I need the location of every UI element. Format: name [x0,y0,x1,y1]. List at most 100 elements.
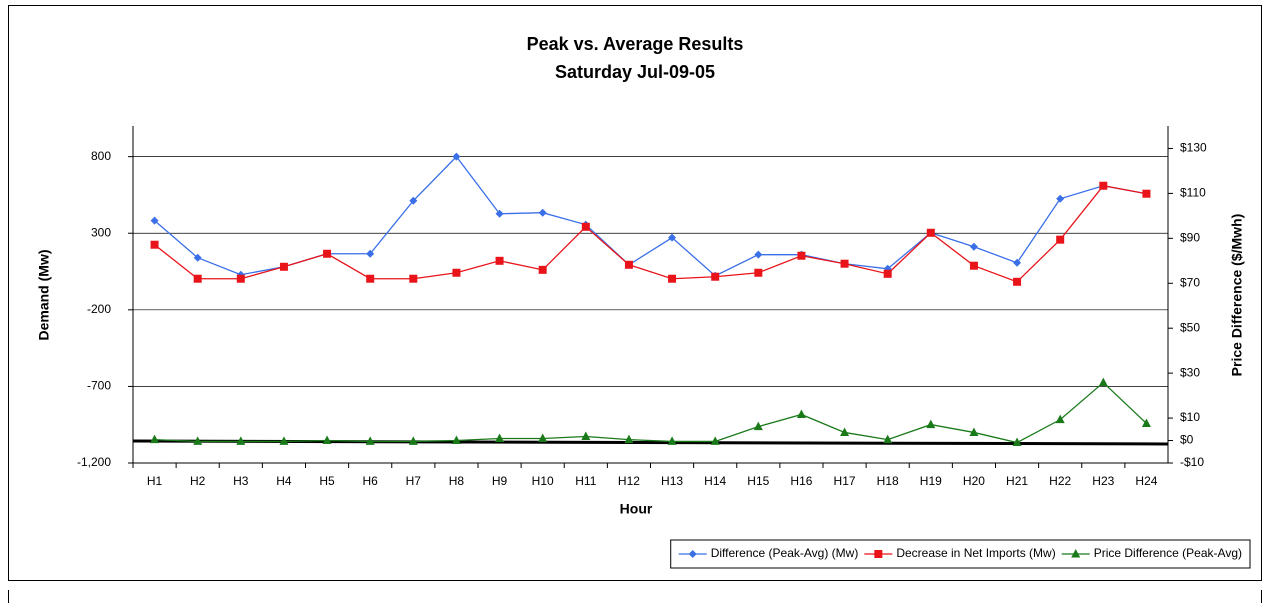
marker [581,431,591,440]
x-tick-label: H20 [963,474,985,488]
y2-tick-label: $70 [1180,275,1200,289]
marker [969,242,978,251]
x-tick-label: H19 [920,474,942,488]
marker [323,249,332,258]
marker [452,152,461,161]
marker [1056,235,1065,244]
y2-tick-label: $130 [1180,141,1207,155]
x-tick-label: H1 [147,474,163,488]
x-tick-label: H12 [618,474,640,488]
y-tick-label: -200 [87,302,111,316]
marker [1055,414,1065,424]
marker [409,274,418,283]
marker [236,436,246,445]
y2-tick-label: $110 [1180,186,1206,200]
marker [753,421,763,431]
y-tick-label: -1,200 [77,455,111,469]
x-tick-label: H18 [877,474,899,488]
marker [495,433,505,443]
marker [1098,377,1108,387]
chart-title: Peak vs. Average Results [527,34,744,54]
marker [322,435,332,445]
marker [1012,437,1022,447]
x-tick-label: H7 [406,474,422,488]
x-tick-label: H4 [276,474,292,488]
x-tick-label: H22 [1049,474,1071,488]
x-tick-label: H16 [790,474,812,488]
marker [1141,418,1151,427]
x-tick-label: H11 [575,474,596,488]
marker [624,260,633,269]
x-axis-title: Hour [620,501,653,517]
marker [150,434,160,444]
y2-tick-label: $10 [1180,410,1200,424]
line-series [154,381,1147,444]
x-tick-label: H24 [1135,474,1157,488]
y-tick-label: 800 [91,149,111,163]
marker [1013,277,1022,286]
marker [969,427,979,436]
x-tick-label: H21 [1006,474,1028,488]
line-series [154,185,1147,283]
y-tick-label: -700 [87,379,111,393]
x-tick-label: H8 [449,474,465,488]
x-tick-label: H10 [532,474,554,488]
marker [538,265,547,274]
marker [1142,189,1151,198]
marker [538,433,548,443]
legend-label: Difference (Peak-Avg) (Mw) [711,546,859,560]
marker [926,419,936,429]
marker [408,436,418,445]
legend-label: Decrease in Net Imports (Mw) [896,546,1055,560]
marker [409,196,418,205]
x-tick-label: H13 [661,474,683,488]
x-tick-label: H3 [233,474,249,488]
marker [969,261,978,270]
marker [883,269,892,278]
marker [366,249,375,258]
y2-tick-label: $50 [1180,320,1200,334]
marker [688,550,697,558]
y2-axis-title: Price Difference ($/Mwh) [1229,214,1245,377]
marker [581,222,590,231]
marker [668,274,677,283]
x-tick-label: H6 [363,474,379,488]
y2-tick-label: $90 [1180,231,1200,245]
marker [495,256,504,265]
marker [150,216,159,225]
marker [754,250,763,259]
x-tick-label: H2 [190,474,206,488]
marker [754,268,763,277]
y2-tick-label: $30 [1180,365,1200,379]
x-tick-label: H9 [492,474,508,488]
y2-tick-label: $0 [1180,433,1194,447]
legend-box [670,539,1251,569]
x-tick-label: H15 [747,474,769,488]
marker [236,274,245,283]
marker [668,233,677,242]
x-tick-label: H23 [1092,474,1114,488]
marker [624,434,634,444]
x-tick-label: H14 [704,474,726,488]
marker [840,259,849,268]
marker [495,209,504,218]
marker [710,436,720,445]
marker [451,435,461,445]
marker [796,409,806,418]
marker [840,427,850,436]
marker [1013,258,1022,267]
x-tick-label: H17 [834,474,856,488]
y-axis-title: Demand (Mw) [36,250,52,341]
marker [452,268,461,277]
marker [150,240,159,249]
chart-subtitle: Saturday Jul-09-05 [555,62,715,82]
marker [874,550,883,558]
marker [1056,194,1065,203]
legend-label: Price Difference (Peak-Avg) [1094,546,1242,560]
marker [667,436,677,445]
marker [797,251,806,260]
y-tick-label: 300 [91,225,111,239]
marker [926,228,935,237]
marker [883,434,893,444]
